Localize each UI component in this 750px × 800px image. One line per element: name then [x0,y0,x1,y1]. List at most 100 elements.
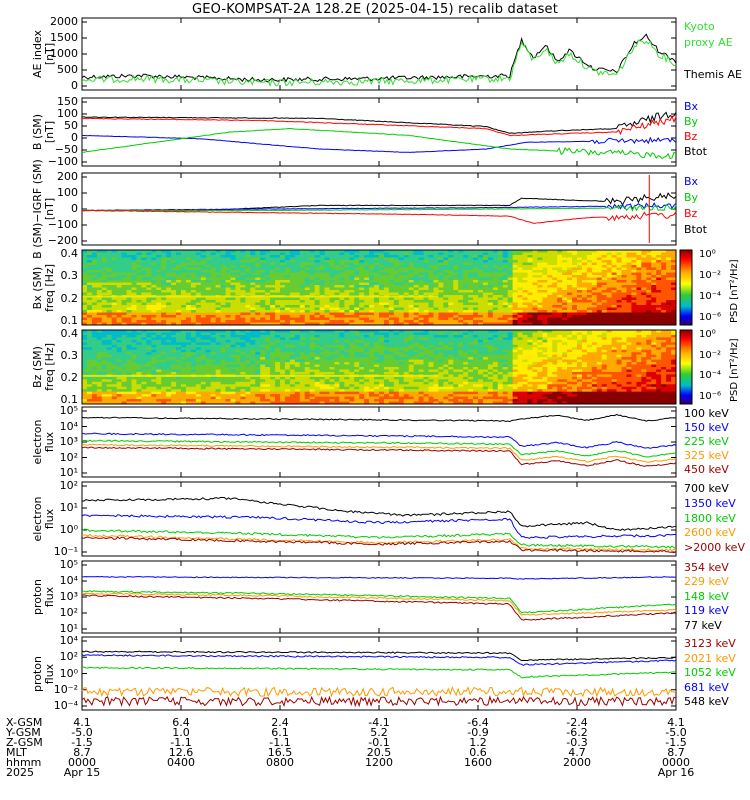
spectrogram-cell [656,260,662,263]
spectrogram-cell [220,342,226,346]
spectrogram-cell [581,277,588,281]
spectrogram-cell [527,262,533,266]
spectrogram-cell [240,401,246,405]
spectrogram-cell [136,337,142,341]
spectrogram-cell [181,337,187,341]
spectrogram-cell [601,287,607,291]
spectrogram-cell [91,379,98,383]
spectrogram-cell [240,339,246,343]
spectrogram-cell [235,359,241,363]
spectrogram-cell [245,265,251,268]
spectrogram-cell [146,376,152,380]
spectrogram-cell [136,280,142,283]
spectrogram-cell [344,285,350,288]
spectrogram-cell [260,312,266,316]
spectrogram-cell [631,297,637,301]
spectrogram-cell [151,300,157,303]
spectrogram-cell [141,285,147,288]
spectrogram-cell [185,312,192,316]
spectrogram-cell [156,349,162,353]
spectrogram-cell [146,399,152,402]
spectrogram-cell [601,257,607,261]
spectrogram-cell [181,386,187,390]
spectrogram-cell [507,317,513,321]
spectrogram-cell [270,275,276,278]
spectrogram-cell [473,300,479,303]
spectrogram-cell [181,280,187,283]
spectrogram-cell [354,302,360,306]
spectrogram-cell [255,394,261,397]
spectrogram-cell [393,250,400,253]
spectrogram-cell [116,267,122,271]
spectrogram-cell [433,302,439,306]
spectrogram-cell [567,275,573,278]
spectrogram-cell [240,300,246,303]
spectrogram-cell [280,300,286,303]
spectrogram-cell [606,320,612,323]
spectrogram-cell [537,277,543,281]
spectrogram-cell [126,322,132,326]
spectrogram-cell [111,270,117,273]
spectrogram-cell [666,265,672,268]
spectrogram-cell [369,307,375,311]
spectrogram-cell [557,255,563,258]
spectrogram-cell [275,265,281,268]
spectrogram-cell [121,312,127,316]
spectrogram-cell [116,322,122,326]
spectrogram-cell [304,300,310,303]
spectrogram-cell [86,317,93,321]
spectrogram-cell [433,275,439,278]
spectrogram-cell [631,277,637,281]
spectrogram-cell [497,322,504,326]
spectrogram-cell [596,257,603,261]
spectrogram-cell [156,376,162,380]
spectrogram-cell [532,257,538,261]
spectrogram-cell [91,386,98,390]
spectrogram-cell [225,362,231,365]
spectrogram-cell [270,300,276,303]
spectrogram-cell [82,315,88,318]
spectrogram-cell [220,369,226,373]
spectrogram-cell [666,312,672,316]
spectrogram-cell [398,282,405,286]
spectrogram-cell [245,305,251,308]
spectrogram-cell [181,371,187,375]
spectrogram-cell [616,252,622,256]
spectrogram-cell [428,252,434,256]
spectrogram-cell [86,267,93,271]
spectrogram-cell [527,267,533,271]
spectrogram-cell [260,262,266,266]
spectrogram-cell [270,376,276,380]
spectrogram-cell [245,371,251,375]
spectrogram-cell [507,322,513,326]
spectrogram-cell [284,275,291,278]
spectrogram-cell [131,342,137,346]
spectrogram-cell [581,257,588,261]
spectrogram-cell [334,265,340,268]
spectrogram-cell [146,267,152,271]
spectrogram-cell [393,322,400,326]
spectrogram-cell [96,272,103,276]
spectrogram-cell [176,262,182,266]
spectrogram-cell [260,384,266,388]
spectrogram-cell [141,267,147,271]
spectrogram-cell [671,320,677,323]
spectrogram-cell [497,287,504,291]
spectrogram-cell [235,255,241,258]
spectrogram-cell [235,362,241,365]
spectrogram-cell [349,285,355,288]
spectrogram-cell [96,252,103,256]
spectrogram-cell [532,322,538,326]
spectrogram-cell [324,290,330,293]
spectrogram-cell [453,285,459,288]
spectrogram-cell [245,386,251,390]
spectrogram-cell [82,305,88,308]
spectrogram-cell [111,262,117,266]
spectrogram-cell [195,267,202,271]
spectrogram-cell [225,252,231,256]
spectrogram-cell [294,300,301,303]
spectrogram-cell [651,250,657,253]
spectrogram-cell [101,280,108,283]
spectrogram-cell [156,334,162,338]
spectrogram-cell [656,255,662,258]
